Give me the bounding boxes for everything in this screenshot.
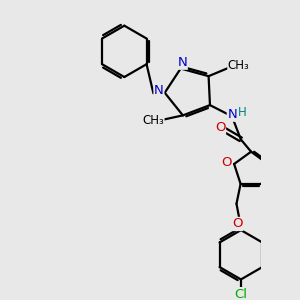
Text: N: N bbox=[154, 84, 164, 97]
Text: N: N bbox=[227, 108, 237, 121]
Text: CH₃: CH₃ bbox=[142, 114, 164, 127]
Text: O: O bbox=[221, 157, 232, 169]
Text: CH₃: CH₃ bbox=[228, 59, 250, 72]
Text: N: N bbox=[178, 56, 187, 69]
Text: H: H bbox=[237, 106, 246, 119]
Text: Cl: Cl bbox=[234, 288, 248, 300]
Text: O: O bbox=[232, 218, 243, 230]
Text: O: O bbox=[215, 121, 226, 134]
